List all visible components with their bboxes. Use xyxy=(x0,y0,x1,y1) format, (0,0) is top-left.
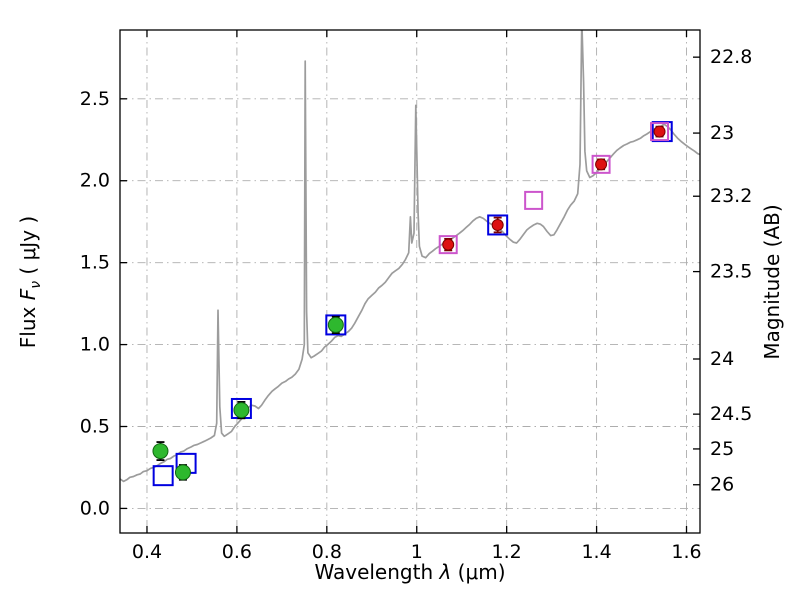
x-tick-label: 0.8 xyxy=(312,541,342,563)
magenta-square-photometry-marker xyxy=(438,235,458,255)
y-left-tick-label: 0.0 xyxy=(80,497,110,519)
gridlines xyxy=(120,30,700,533)
y-left-tick-label: 2.0 xyxy=(80,170,110,192)
model-spectrum-line xyxy=(120,30,700,483)
red-circle-photometry xyxy=(442,125,666,252)
flux-label-text: Flux xyxy=(16,300,40,349)
y-right-tick-label: 23 xyxy=(710,122,734,144)
y-right-tick-label: 25 xyxy=(710,438,734,460)
x-tick-label: 1.2 xyxy=(492,541,522,563)
y-left-tick-label: 1.0 xyxy=(80,334,110,356)
red-circle-photometry-marker xyxy=(653,125,666,138)
green-circle-photometry xyxy=(152,315,344,481)
y-right-tick-label: 23.5 xyxy=(710,261,752,283)
green-circle-photometry-marker xyxy=(233,402,250,419)
red-circle-photometry-marker xyxy=(595,158,608,171)
y-left-tick-label: 0.5 xyxy=(80,416,110,438)
y-axis-label-left: Flux Fν ( μJy ) xyxy=(16,216,44,348)
lambda-symbol: λ xyxy=(439,560,452,584)
x-tick-label: 1.4 xyxy=(581,541,611,563)
x-tick-label: 0.4 xyxy=(132,541,162,563)
magenta-square-photometry-marker xyxy=(650,122,670,142)
x-axis-label-unit: (μm) xyxy=(451,560,506,584)
flux-subscript-nu: ν xyxy=(28,280,44,289)
red-circle-photometry-marker xyxy=(491,218,504,231)
green-circle-photometry-marker xyxy=(174,464,191,481)
flux-label-unit: ( μJy ) xyxy=(16,215,40,281)
y-left-tick-label: 1.5 xyxy=(80,252,110,274)
blue-square-photometry-marker xyxy=(487,214,509,236)
magenta-square-photometry-marker xyxy=(524,190,544,210)
y-axis-label-right: Magnitude (AB) xyxy=(760,204,784,359)
y-right-tick-label: 26 xyxy=(710,474,734,496)
x-tick-label: 0.6 xyxy=(222,541,252,563)
green-circle-photometry-marker xyxy=(327,316,344,333)
y-right-tick-label: 24 xyxy=(710,348,734,370)
magnitude-label-text: Magnitude (AB) xyxy=(760,204,784,360)
y-right-tick-label: 22.8 xyxy=(710,46,752,68)
blue-square-photometry-marker xyxy=(152,465,174,487)
magenta-square-photometry xyxy=(438,122,670,255)
magenta-square-photometry-marker xyxy=(591,154,611,174)
red-circle-photometry-marker xyxy=(442,238,455,251)
y-right-tick-label: 23.2 xyxy=(710,185,752,207)
flux-symbol: F xyxy=(16,288,40,301)
x-axis-label: Wavelength λ (μm) xyxy=(120,560,700,584)
x-tick-label: 1.6 xyxy=(671,541,701,563)
axes-spines xyxy=(119,29,701,534)
x-tick-label: 1 xyxy=(411,541,423,563)
y-right-tick-label: 24.5 xyxy=(710,403,752,425)
x-axis-label-text: Wavelength xyxy=(314,560,440,584)
y-left-tick-label: 2.5 xyxy=(80,88,110,110)
tick-labels: 0.4 0.6 0.8 1 1.2 1.4 1.6 0.0 0.5 1.0 1.5 2.0 2.5 22.… xyxy=(80,46,753,563)
green-circle-photometry-marker xyxy=(152,443,169,460)
blue-square-photometry-marker xyxy=(325,314,347,336)
tick-marks xyxy=(120,30,700,533)
